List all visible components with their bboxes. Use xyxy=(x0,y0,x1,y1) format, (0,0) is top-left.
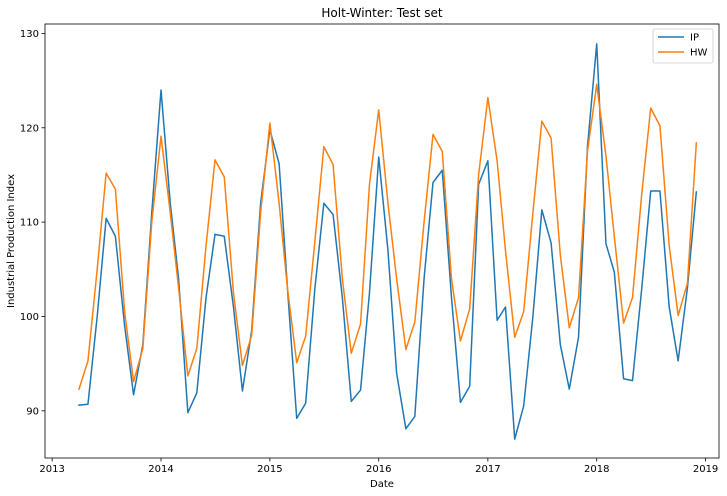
y-tick-label: 120 xyxy=(20,123,39,134)
x-axis-label: Date xyxy=(370,479,394,490)
y-tick-label: 90 xyxy=(26,406,39,417)
x-tick-label: 2016 xyxy=(366,464,391,475)
x-axis: 2013 2014 2015 2016 2017 2018 2019 xyxy=(39,458,718,475)
x-tick-label: 2017 xyxy=(475,464,500,475)
x-tick-label: 2015 xyxy=(257,464,282,475)
y-tick-label: 130 xyxy=(20,29,39,40)
plot-frame xyxy=(44,23,720,459)
x-tick-label: 2019 xyxy=(693,464,718,475)
x-tick-label: 2014 xyxy=(148,464,173,475)
legend: IP HW xyxy=(652,28,714,64)
x-tick-label: 2013 xyxy=(39,464,64,475)
series-layer xyxy=(78,43,698,440)
legend-label-ip: IP xyxy=(690,33,699,44)
legend-label-hw: HW xyxy=(690,48,708,59)
y-tick-label: 110 xyxy=(20,218,39,229)
y-tick-label: 100 xyxy=(20,312,39,323)
y-axis: 90 100 110 120 130 xyxy=(20,29,45,417)
y-axis-label: Industrial Production Index xyxy=(6,174,17,308)
x-tick-label: 2018 xyxy=(584,464,609,475)
chart-title: Holt-Winter: Test set xyxy=(321,6,443,20)
